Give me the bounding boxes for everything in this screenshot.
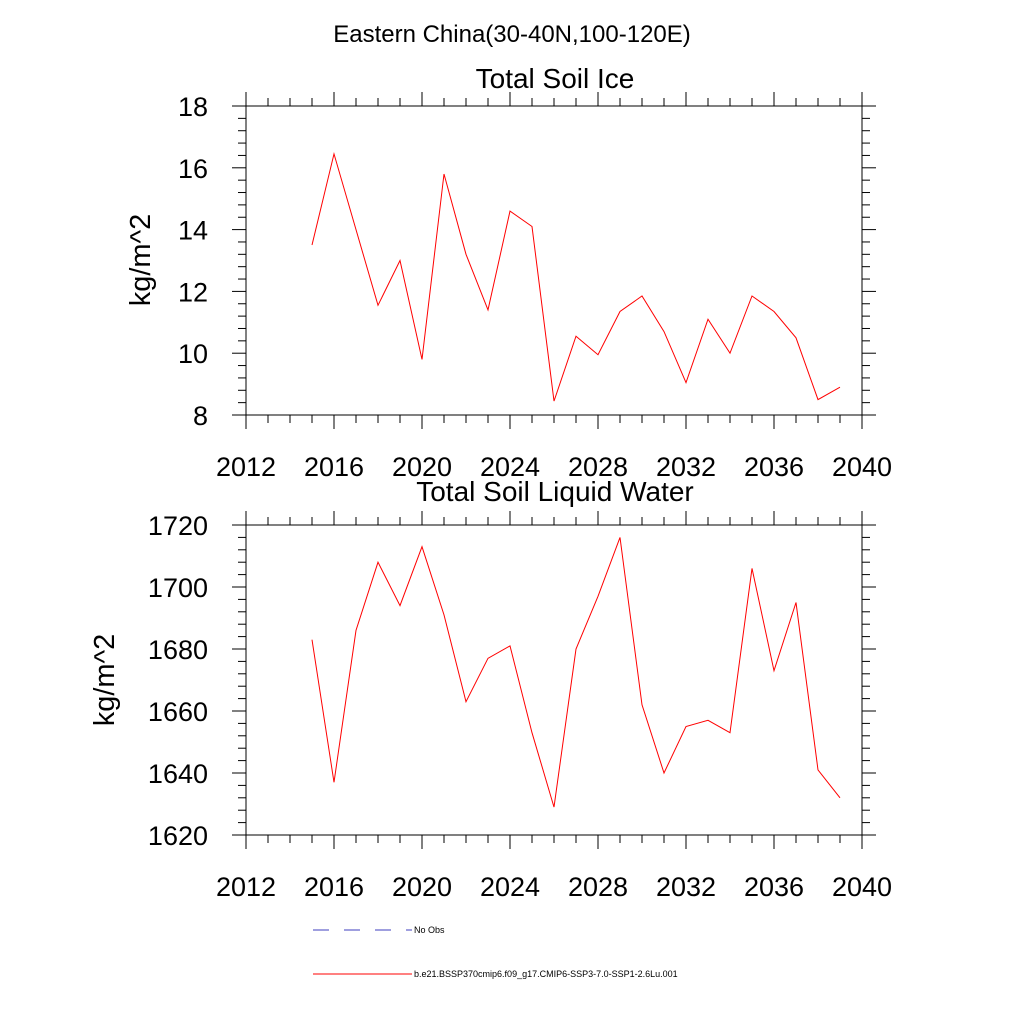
x-tick-label: 2028 <box>568 452 628 482</box>
x-tick-label: 2036 <box>744 452 804 482</box>
x-tick-label: 2036 <box>744 872 804 902</box>
y-tick-label: 12 <box>178 277 208 307</box>
x-tick-label: 2012 <box>216 452 276 482</box>
x-tick-label: 2024 <box>480 872 540 902</box>
x-tick-label: 2040 <box>832 452 892 482</box>
data-marks <box>311 151 841 402</box>
y-axis-label: kg/m^2 <box>89 634 121 727</box>
x-tick-label: 2040 <box>832 872 892 902</box>
y-tick-label: 1660 <box>148 697 208 727</box>
y-tick-label: 1700 <box>148 573 208 603</box>
y-tick-label: 1620 <box>148 821 208 851</box>
y-tick-label: 16 <box>178 154 208 184</box>
x-tick-label: 2016 <box>304 872 364 902</box>
plot-frame <box>245 524 863 836</box>
x-tick-label: 2032 <box>656 452 716 482</box>
panel-title: Total Soil Ice <box>476 63 635 94</box>
axis-ticks: 2012 2016 2020 2024 2028 2032 2036 2040 8 10 12 14 1… <box>178 92 892 482</box>
data-marks <box>311 537 841 808</box>
figure-title: Eastern China(30-40N,100-120E) <box>333 21 691 48</box>
y-tick-label: 10 <box>178 339 208 369</box>
y-tick-label: 1680 <box>148 635 208 665</box>
legend-label-model: b.e21.BSSP370cmip6.f09_g17.CMIP6-SSP3-7.… <box>414 969 678 979</box>
legend: No Obs b.e21.BSSP370cmip6.f09_g17.CMIP6-… <box>313 925 678 979</box>
x-tick-label: 2020 <box>392 872 452 902</box>
x-tick-label: 2028 <box>568 872 628 902</box>
soil-ice-panel: Total Soil Ice kg/m^2 2012 2016 2020 2024 20… <box>125 63 892 482</box>
series-line <box>311 151 841 402</box>
y-tick-label: 1720 <box>148 511 208 541</box>
legend-label-no-obs: No Obs <box>414 925 445 935</box>
x-tick-label: 2024 <box>480 452 540 482</box>
y-tick-label: 18 <box>178 92 208 122</box>
x-tick-label: 2012 <box>216 872 276 902</box>
soil-liquid-water-panel: Total Soil Liquid Water kg/m^2 2012 2016 2… <box>89 476 892 902</box>
axis-ticks: 2012 2016 2020 2024 2028 2032 2036 2040 1620 1640… <box>148 511 892 902</box>
y-tick-label: 14 <box>178 216 208 246</box>
x-tick-label: 2032 <box>656 872 716 902</box>
y-tick-label: 8 <box>193 401 208 431</box>
y-tick-label: 1640 <box>148 759 208 789</box>
panel-title: Total Soil Liquid Water <box>416 476 694 507</box>
x-tick-label: 2020 <box>392 452 452 482</box>
plot-frame <box>245 105 863 416</box>
x-tick-label: 2016 <box>304 452 364 482</box>
series-line <box>311 537 841 808</box>
y-axis-label: kg/m^2 <box>125 214 157 307</box>
